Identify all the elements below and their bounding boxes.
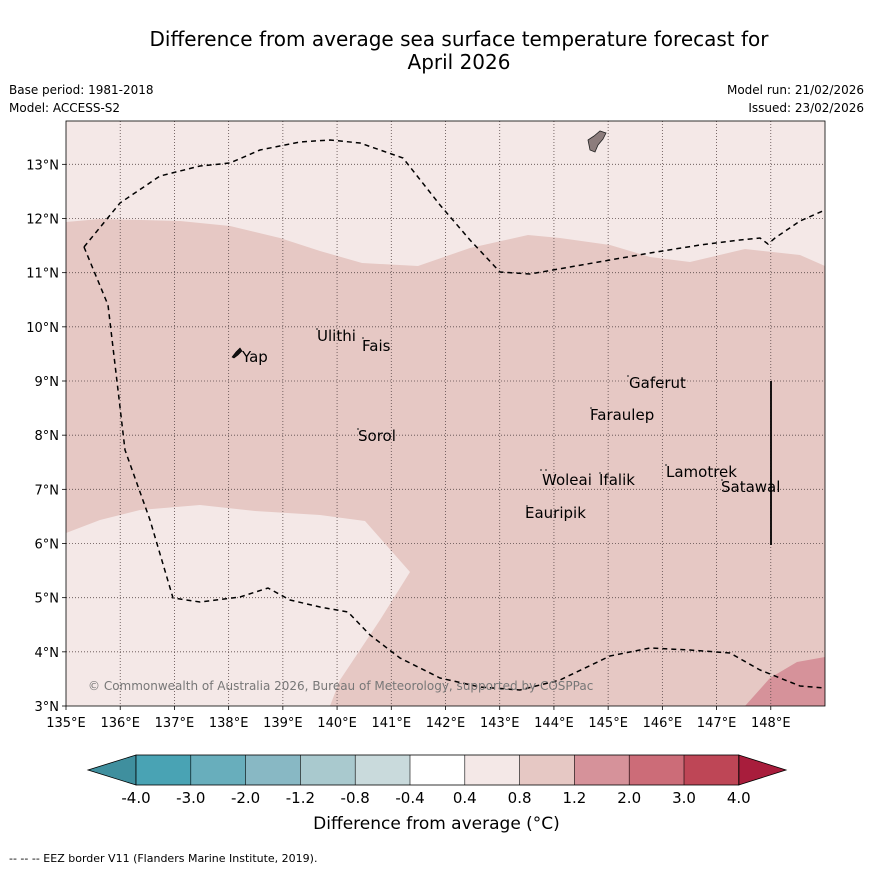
- place-label-yap: Yap: [241, 348, 268, 366]
- place-label-eauripik: Eauripik: [525, 504, 586, 522]
- meta-left: Base period: 1981-2018 Model: ACCESS-S2: [9, 81, 154, 117]
- lat-tick-label: 4°N: [35, 646, 60, 661]
- colorbar-segment: [190, 755, 246, 785]
- colorbar-label: -4.0: [121, 789, 150, 807]
- colorbar-frame: [135, 754, 740, 786]
- lat-tick-label: 8°N: [35, 429, 60, 444]
- lon-tick-label: 140°E: [317, 716, 357, 731]
- colorbar-segment: [574, 755, 630, 785]
- place-label-faraulep: Faraulep: [590, 406, 654, 424]
- lon-tick-label: 148°E: [751, 716, 791, 731]
- colorbar-segment: [355, 755, 410, 785]
- lat-tick-label: 7°N: [35, 483, 60, 498]
- colorbar-extend-high: [738, 754, 788, 786]
- eez-footnote: -- -- -- EEZ border V11 (Flanders Marine…: [9, 852, 318, 865]
- colorbar-label: -0.4: [395, 789, 424, 807]
- place-label-woleai: Woleai: [542, 471, 592, 489]
- colorbar-segment: [410, 755, 465, 785]
- colorbar-label: 4.0: [727, 789, 751, 807]
- colorbar-segment: [300, 755, 356, 785]
- place-label-ulithi: Ulithi: [317, 327, 356, 345]
- lon-tick-label: 144°E: [534, 716, 574, 731]
- colorbar-title: Difference from average (°C): [313, 814, 560, 834]
- lon-tick-label: 143°E: [480, 716, 520, 731]
- longitude-ticks: 135°E 136°E 137°E 138°E 139°E 140°E 141°E 142°E…: [46, 706, 791, 731]
- colorbar-label: 0.8: [508, 789, 532, 807]
- colorbar-label: -2.0: [231, 789, 260, 807]
- lon-tick-label: 142°E: [426, 716, 466, 731]
- lon-tick-label: 147°E: [697, 716, 737, 731]
- lat-tick-label: 9°N: [35, 375, 60, 390]
- lat-tick-label: 11°N: [26, 267, 59, 282]
- colorbar-segment: [629, 755, 684, 785]
- title-line-1: Difference from average sea surface temp…: [149, 27, 769, 51]
- chart-title: Difference from average sea surface temp…: [0, 28, 873, 74]
- colorbar-label: -1.2: [286, 789, 315, 807]
- guam-island: [587, 130, 607, 153]
- yap-island: [231, 347, 243, 359]
- lat-tick-label: 12°N: [26, 213, 59, 228]
- lon-tick-label: 145°E: [588, 716, 628, 731]
- eez-border: [83, 139, 825, 275]
- lon-tick-label: 141°E: [372, 716, 412, 731]
- lat-tick-label: 6°N: [35, 538, 60, 553]
- meta-right: Model run: 21/02/2026 Issued: 23/02/2026: [727, 81, 864, 117]
- lat-tick-label: 10°N: [26, 321, 59, 336]
- gridlines: [66, 121, 825, 706]
- place-label-satawal: Satawal: [721, 478, 780, 496]
- lon-tick-label: 138°E: [209, 716, 249, 731]
- place-label-gaferut: Gaferut: [629, 374, 686, 392]
- colorbar-segment: [464, 755, 520, 785]
- colorbar-label: -3.0: [176, 789, 205, 807]
- anomaly-band-1.2-2.0: [745, 657, 825, 706]
- lon-tick-label: 137°E: [155, 716, 195, 731]
- title-line-2: April 2026: [407, 50, 511, 74]
- map-area: Yap Ulithi Fais Gaferut Faraulep Sorol W…: [66, 121, 825, 706]
- lon-tick-label: 139°E: [263, 716, 303, 731]
- eez-border-west: [83, 246, 825, 691]
- colorbar: -4.0 -3.0 -2.0 -1.2 -0.8 -0.4 0.4 0.8 1.2 2.0 3.0 4…: [86, 754, 788, 807]
- base-period: Base period: 1981-2018: [9, 83, 154, 97]
- lat-tick-label: 3°N: [35, 700, 60, 715]
- issued-date: Issued: 23/02/2026: [748, 101, 864, 115]
- anomaly-band-0.8-1.2: [66, 219, 825, 706]
- lon-tick-label: 135°E: [46, 716, 86, 731]
- place-label-sorol: Sorol: [358, 427, 396, 445]
- model-name: Model: ACCESS-S2: [9, 101, 121, 115]
- colorbar-extend-low: [86, 754, 137, 786]
- colorbar-label: 0.4: [453, 789, 477, 807]
- lon-tick-label: 136°E: [100, 716, 140, 731]
- colorbar-label: 3.0: [672, 789, 696, 807]
- lat-tick-label: 5°N: [35, 592, 60, 607]
- lon-tick-label: 146°E: [643, 716, 683, 731]
- place-label-lamotrek: Lamotrek: [666, 463, 737, 481]
- colorbar-label: 2.0: [617, 789, 641, 807]
- place-label-ifalik: Ifalik: [599, 471, 635, 489]
- atoll-marks: [316, 328, 723, 507]
- copyright-note: © Commonwealth of Australia 2026, Bureau…: [88, 679, 593, 693]
- colorbar-segment: [684, 755, 739, 785]
- latitude-ticks: 3°N 4°N 5°N 6°N 7°N 8°N 9°N 10°N 11°N 12°N 13°N: [26, 158, 66, 715]
- colorbar-segment: [519, 755, 575, 785]
- colorbar-segment: [136, 755, 191, 785]
- lat-tick-label: 13°N: [26, 158, 59, 173]
- colorbar-segment: [245, 755, 301, 785]
- colorbar-label: -0.8: [341, 789, 370, 807]
- model-run: Model run: 21/02/2026: [726, 83, 864, 97]
- colorbar-label: 1.2: [562, 789, 586, 807]
- place-label-fais: Fais: [362, 337, 391, 355]
